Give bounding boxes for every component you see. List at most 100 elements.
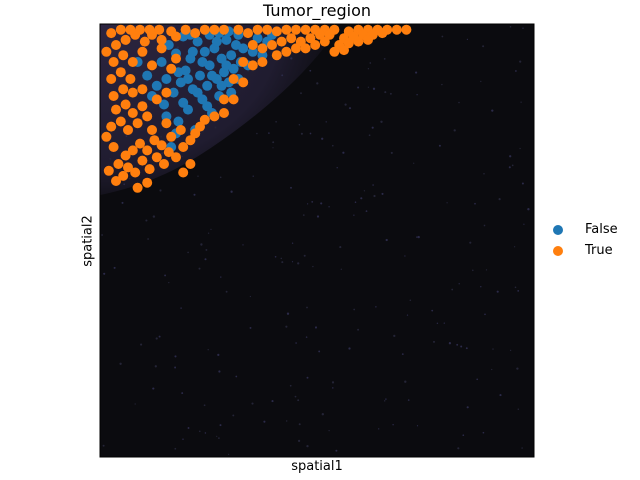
tissue-speck <box>344 103 347 106</box>
scatter-point-false <box>161 74 172 84</box>
scatter-point-true <box>199 24 210 35</box>
scatter-point-true <box>161 118 172 129</box>
tissue-speck <box>235 375 238 378</box>
tissue-speck <box>297 439 301 443</box>
scatter-point-true <box>291 24 301 35</box>
tissue-speck <box>200 243 203 246</box>
tissue-speck <box>416 94 418 96</box>
tissue-speck <box>458 101 460 104</box>
scatter-point-true <box>106 28 117 39</box>
tissue-speck <box>145 219 148 222</box>
scatter-point-false <box>202 80 213 91</box>
tissue-speck <box>295 342 297 344</box>
tissue-speck <box>176 46 179 49</box>
tissue-speck <box>339 246 342 249</box>
tissue-speck <box>328 429 330 432</box>
scatter-point-true <box>247 40 258 50</box>
tissue-speck <box>353 308 356 311</box>
scatter-point-true <box>123 162 133 173</box>
tissue-speck <box>520 101 522 103</box>
scatter-point-true <box>190 28 201 39</box>
tissue-speck <box>128 177 131 180</box>
tissue-speck <box>263 420 266 423</box>
tissue-speck <box>406 314 409 316</box>
tissue-speck <box>456 343 459 346</box>
tissue-speck <box>232 414 235 417</box>
tissue-speck <box>482 45 485 48</box>
tissue-speck <box>517 290 520 292</box>
scatter-point-true <box>123 125 133 135</box>
tissue-speck <box>384 91 387 94</box>
scatter-point-true <box>111 176 121 186</box>
scatter-point-true <box>257 57 268 67</box>
tissue-speck <box>480 286 482 288</box>
scatter-point-true <box>144 24 155 35</box>
tissue-speck <box>286 312 290 315</box>
tissue-speck <box>161 152 164 155</box>
scatter-point-false <box>221 60 232 71</box>
tissue-speck <box>451 288 454 291</box>
tissue-speck <box>371 126 374 129</box>
tissue-speck <box>515 70 517 72</box>
tissue-speck <box>365 210 368 212</box>
tissue-speck <box>325 121 327 123</box>
scatter-point-true <box>209 111 220 122</box>
scatter-point-true <box>132 182 143 193</box>
tissue-speck <box>383 58 386 60</box>
tissue-speck <box>113 266 116 269</box>
scatter-point-true <box>166 63 177 74</box>
tissue-speck <box>432 340 436 343</box>
scatter-point-true <box>267 40 277 50</box>
tissue-speck <box>372 184 374 186</box>
scatter-point-false <box>178 97 189 108</box>
tissue-speck <box>125 135 128 138</box>
scatter-point-true <box>199 114 210 125</box>
scatter-point-true <box>363 34 373 45</box>
tissue-speck <box>404 255 406 257</box>
scatter-point-true <box>171 53 181 64</box>
scatter-point-true <box>219 108 229 118</box>
tissue-speck <box>181 155 183 158</box>
tissue-speck <box>119 362 122 365</box>
tissue-speck <box>174 355 177 358</box>
tissue-speck <box>312 265 314 268</box>
tissue-speck <box>491 368 493 371</box>
tissue-speck <box>316 82 319 85</box>
tissue-speck <box>469 241 472 244</box>
scatter-point-false <box>159 99 169 110</box>
tissue-speck <box>314 326 318 329</box>
tissue-speck <box>247 69 250 72</box>
tissue-speck <box>480 80 482 83</box>
tissue-speck <box>207 349 209 351</box>
scatter-point-true <box>154 24 165 35</box>
scatter-point-true <box>142 145 153 156</box>
tissue-speck <box>174 366 177 369</box>
tissue-speck <box>401 353 404 355</box>
scatter-point-true <box>281 24 292 35</box>
tissue-speck <box>367 86 370 88</box>
scatter-point-true <box>101 46 112 57</box>
tissue-speck <box>448 342 452 345</box>
tissue-speck <box>436 322 439 325</box>
tissue-speck <box>353 214 355 216</box>
tissue-speck <box>527 208 530 211</box>
scatter-point-true <box>171 152 181 163</box>
tissue-speck <box>272 147 274 149</box>
tissue-speck <box>385 398 387 400</box>
scatter-point-true <box>166 131 177 142</box>
scatter-point-true <box>233 24 244 35</box>
tissue-speck <box>219 424 222 427</box>
tissue-speck <box>300 92 302 95</box>
tissue-speck <box>290 57 293 60</box>
tissue-speck <box>331 144 334 147</box>
tissue-speck <box>291 261 294 263</box>
tissue-speck <box>457 447 460 450</box>
tissue-speck <box>198 267 201 270</box>
scatter-point-true <box>156 34 167 45</box>
tissue-speck <box>472 269 474 272</box>
scatter-point-true <box>339 45 349 56</box>
scatter-point-true <box>127 57 138 67</box>
tissue-speck <box>416 425 419 427</box>
scatter-point-true <box>147 125 157 135</box>
scatter-point-true <box>118 84 129 95</box>
